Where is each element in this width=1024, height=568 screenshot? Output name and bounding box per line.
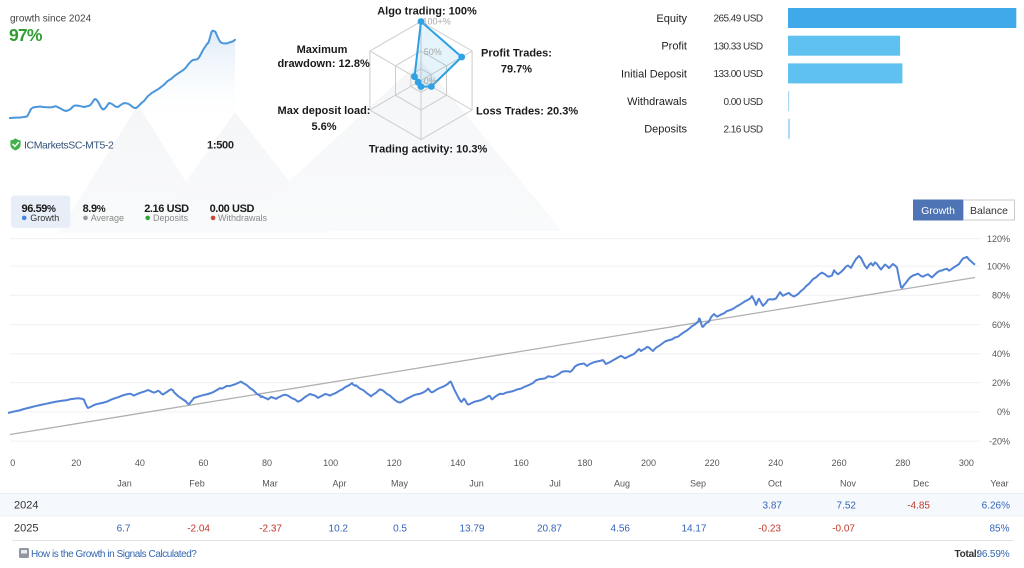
- svg-text:Growth: Growth: [921, 205, 955, 217]
- svg-text:Profit: Profit: [661, 41, 687, 53]
- svg-text:6.7: 6.7: [117, 524, 131, 535]
- svg-text:13.79: 13.79: [459, 524, 484, 535]
- svg-text:10.2: 10.2: [329, 524, 349, 535]
- svg-text:Deposits: Deposits: [644, 124, 687, 136]
- svg-text:97%: 97%: [9, 25, 43, 45]
- svg-text:14.17: 14.17: [681, 524, 706, 535]
- svg-text:Jul: Jul: [549, 479, 561, 489]
- svg-text:6.26%: 6.26%: [982, 501, 1010, 512]
- svg-text:Sep: Sep: [690, 479, 706, 489]
- svg-text:40: 40: [135, 458, 145, 468]
- svg-text:0%: 0%: [997, 407, 1010, 417]
- svg-text:Withdrawals: Withdrawals: [627, 96, 687, 108]
- svg-text:100+%: 100+%: [423, 17, 451, 27]
- svg-text:Apr: Apr: [332, 479, 346, 489]
- svg-text:Balance: Balance: [970, 205, 1008, 217]
- svg-text:Aug: Aug: [614, 479, 630, 489]
- svg-text:-0.07: -0.07: [832, 524, 855, 535]
- svg-text:20.87: 20.87: [537, 524, 562, 535]
- svg-text:1:500: 1:500: [207, 140, 234, 152]
- svg-text:-20%: -20%: [989, 436, 1010, 446]
- svg-text:80%: 80%: [992, 291, 1010, 301]
- svg-text:0: 0: [10, 458, 15, 468]
- svg-text:100%: 100%: [987, 261, 1010, 271]
- svg-text:May: May: [391, 479, 409, 489]
- svg-text:Profit Trades:: Profit Trades:: [481, 47, 552, 59]
- svg-text:300: 300: [959, 458, 974, 468]
- svg-text:0.00 USD: 0.00 USD: [210, 203, 255, 215]
- svg-text:Growth: Growth: [30, 213, 59, 223]
- svg-text:Equity: Equity: [656, 13, 687, 25]
- svg-text:96.59%: 96.59%: [976, 549, 1009, 560]
- svg-text:Loss Trades: 20.3%: Loss Trades: 20.3%: [476, 105, 578, 117]
- svg-text:Total:: Total:: [955, 549, 980, 560]
- svg-text:130.33 USD: 130.33 USD: [714, 41, 763, 52]
- svg-text:280: 280: [895, 458, 910, 468]
- svg-text:5.6%: 5.6%: [311, 121, 336, 133]
- svg-text:-2.04: -2.04: [187, 524, 210, 535]
- svg-text:8.9%: 8.9%: [83, 203, 106, 215]
- svg-text:Deposits: Deposits: [153, 213, 189, 223]
- svg-text:Nov: Nov: [840, 479, 857, 489]
- svg-text:60: 60: [198, 458, 208, 468]
- svg-text:How is the Growth in Signals C: How is the Growth in Signals Calculated?: [31, 549, 197, 560]
- svg-text:2024: 2024: [14, 500, 38, 512]
- svg-text:4.56: 4.56: [611, 524, 631, 535]
- svg-text:20: 20: [71, 458, 81, 468]
- svg-text:0%: 0%: [424, 76, 437, 86]
- svg-text:120: 120: [387, 458, 402, 468]
- svg-text:3.87: 3.87: [763, 501, 783, 512]
- svg-text:Feb: Feb: [189, 479, 205, 489]
- svg-text:100: 100: [323, 458, 338, 468]
- svg-text:140: 140: [450, 458, 465, 468]
- svg-text:Mar: Mar: [262, 479, 278, 489]
- svg-text:-0.23: -0.23: [758, 524, 781, 535]
- svg-text:200: 200: [641, 458, 656, 468]
- svg-text:Initial Deposit: Initial Deposit: [621, 68, 687, 80]
- svg-text:Year: Year: [990, 479, 1008, 489]
- svg-text:2.16 USD: 2.16 USD: [724, 125, 763, 136]
- svg-text:growth since 2024: growth since 2024: [10, 14, 92, 25]
- svg-text:Oct: Oct: [768, 479, 783, 489]
- svg-text:Average: Average: [91, 213, 124, 223]
- svg-text:85%: 85%: [989, 524, 1009, 535]
- svg-text:79.7%: 79.7%: [501, 63, 532, 75]
- svg-text:20%: 20%: [992, 378, 1010, 388]
- svg-text:Jan: Jan: [117, 479, 132, 489]
- svg-text:-4.85: -4.85: [907, 501, 930, 512]
- svg-text:0.5: 0.5: [393, 524, 407, 535]
- svg-text:0.00 USD: 0.00 USD: [724, 97, 763, 108]
- svg-text:265.49 USD: 265.49 USD: [714, 14, 763, 25]
- svg-text:ICMarketsSC-MT5-2: ICMarketsSC-MT5-2: [24, 140, 114, 152]
- svg-text:50%: 50%: [424, 47, 442, 57]
- svg-text:-2.37: -2.37: [259, 524, 282, 535]
- svg-text:Algo trading: 100%: Algo trading: 100%: [377, 6, 477, 18]
- svg-text:Max deposit load:: Max deposit load:: [278, 105, 371, 117]
- svg-text:7.52: 7.52: [837, 501, 857, 512]
- svg-text:2025: 2025: [14, 523, 38, 535]
- svg-text:160: 160: [514, 458, 529, 468]
- svg-text:220: 220: [705, 458, 720, 468]
- svg-text:260: 260: [832, 458, 847, 468]
- svg-text:120%: 120%: [987, 234, 1010, 244]
- svg-text:drawdown: 12.8%: drawdown: 12.8%: [277, 58, 370, 70]
- svg-text:Dec: Dec: [913, 479, 930, 489]
- svg-text:Withdrawals: Withdrawals: [218, 213, 268, 223]
- svg-text:Maximum: Maximum: [297, 44, 348, 56]
- svg-text:96.59%: 96.59%: [22, 203, 57, 215]
- svg-text:80: 80: [262, 458, 272, 468]
- svg-text:Trading activity: 10.3%: Trading activity: 10.3%: [369, 143, 488, 155]
- svg-text:133.00 USD: 133.00 USD: [714, 69, 763, 80]
- svg-text:2.16 USD: 2.16 USD: [144, 203, 189, 215]
- svg-text:180: 180: [577, 458, 592, 468]
- svg-text:Jun: Jun: [469, 479, 484, 489]
- svg-text:60%: 60%: [992, 320, 1010, 330]
- svg-text:40%: 40%: [992, 349, 1010, 359]
- svg-text:240: 240: [768, 458, 783, 468]
